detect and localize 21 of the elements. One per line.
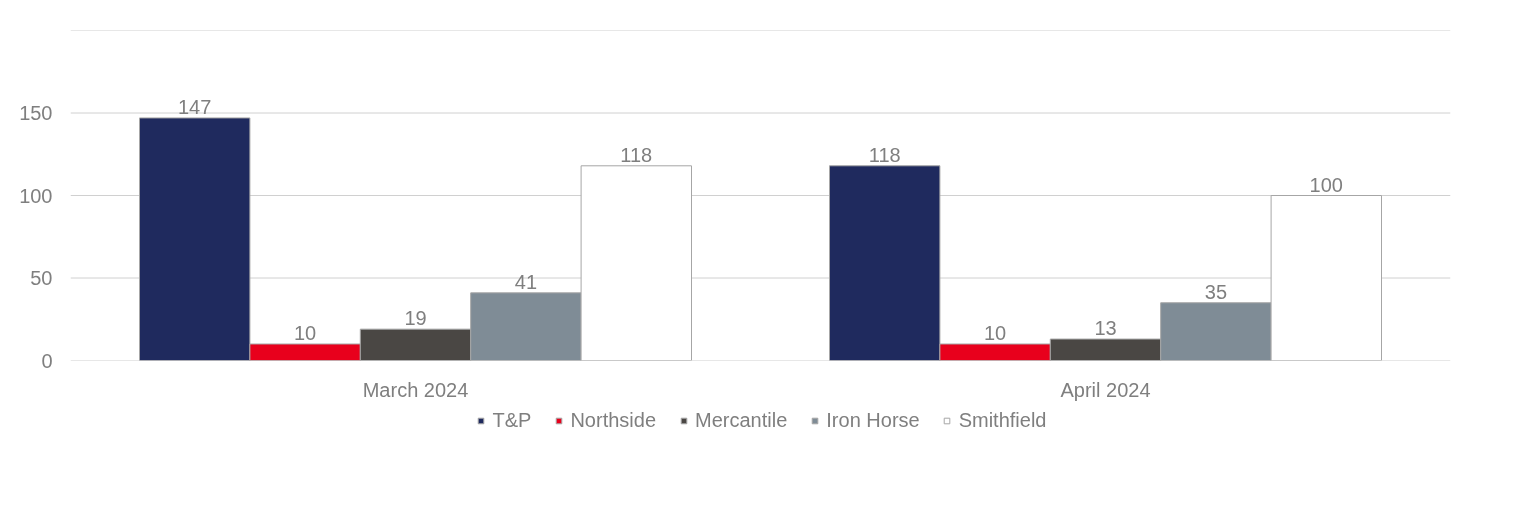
data-label: 147 [178,95,212,118]
x-tick-label: April 2024 [1060,378,1151,401]
data-label: 19 [404,307,427,330]
data-label: 10 [293,322,317,344]
data-label: 100 [1309,173,1343,196]
y-tick-label: 150 [19,102,53,124]
data-label: 35 [1204,280,1228,303]
y-tick-label: 100 [19,184,53,207]
y-tick-label: 50 [30,267,53,289]
y-tick-label: 0 [41,349,53,372]
legend-label: T&P [492,408,532,432]
data-label: 118 [868,143,901,166]
legend-label: Smithfield [958,408,1047,432]
x-tick-label: March 2024 [362,378,469,401]
legend-label: Northside [570,408,657,432]
data-label: 10 [983,322,1007,344]
data-label: 118 [620,143,653,166]
legend-label: Iron Horse [826,408,920,432]
data-label: 13 [1094,317,1117,340]
legend-label: Mercantile [695,408,788,432]
data-label: 41 [514,270,538,293]
